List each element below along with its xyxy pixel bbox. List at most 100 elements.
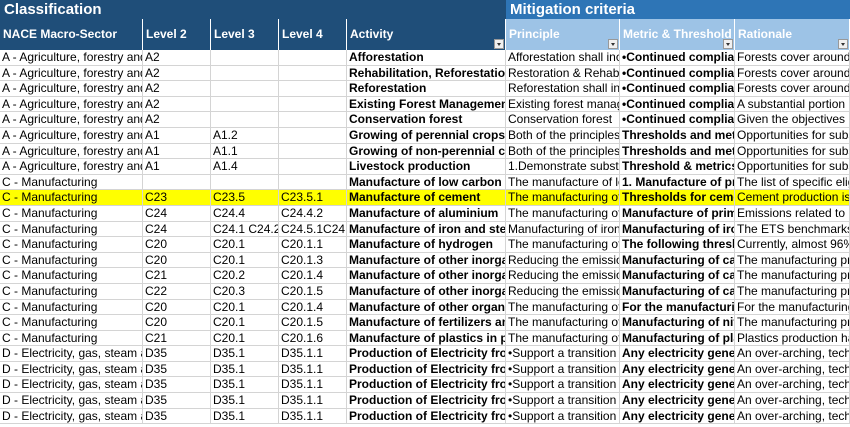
- cell-metric-threshold[interactable]: 1. Manufacture of products: [620, 174, 735, 191]
- cell-principle[interactable]: Manufacturing of iron: [506, 221, 620, 238]
- cell-rationale[interactable]: Forests cover around: [735, 50, 850, 66]
- cell-level-4[interactable]: C20.1.4: [279, 268, 347, 284]
- cell-level-2[interactable]: A2: [143, 65, 211, 82]
- cell-level-4[interactable]: [279, 127, 347, 144]
- cell-rationale[interactable]: The list of specific eligible: [735, 174, 850, 191]
- cell-principle[interactable]: Existing forest management: [506, 96, 620, 113]
- cell-principle[interactable]: The manufacture of low: [506, 174, 620, 191]
- cell-principle[interactable]: Reforestation shall increase: [506, 81, 620, 97]
- cell-principle[interactable]: The manufacturing of aluminium: [506, 205, 620, 222]
- cell-level-2[interactable]: D35: [143, 377, 211, 394]
- cell-rationale[interactable]: Cement production is: [735, 190, 850, 206]
- cell-level-3[interactable]: C24.4: [211, 205, 279, 222]
- filter-dropdown-icon[interactable]: [838, 39, 848, 49]
- cell-level-3[interactable]: [211, 65, 279, 82]
- cell-level-3[interactable]: C20.1: [211, 237, 279, 253]
- cell-level-4[interactable]: C20.1.1: [279, 237, 347, 253]
- cell-principle[interactable]: •Support a transition: [506, 361, 620, 378]
- cell-metric-threshold[interactable]: Manufacturing of carbon: [620, 283, 735, 300]
- cell-nace-macro-sector[interactable]: C - Manufacturing: [0, 330, 143, 347]
- cell-rationale[interactable]: For the manufacturing: [735, 299, 850, 316]
- cell-rationale[interactable]: An over-arching, technology: [735, 377, 850, 394]
- cell-nace-macro-sector[interactable]: A - Agriculture, forestry and fishing: [0, 127, 143, 144]
- cell-nace-macro-sector[interactable]: C - Manufacturing: [0, 237, 143, 253]
- cell-nace-macro-sector[interactable]: C - Manufacturing: [0, 283, 143, 300]
- cell-level-4[interactable]: C24.4.2: [279, 205, 347, 222]
- cell-activity[interactable]: Manufacture of other organic: [347, 299, 506, 316]
- cell-level-2[interactable]: C20: [143, 315, 211, 331]
- cell-activity[interactable]: Manufacture of cement: [347, 190, 506, 206]
- cell-activity[interactable]: Afforestation: [347, 50, 506, 66]
- column-header-level-3[interactable]: Level 3: [211, 19, 279, 50]
- cell-metric-threshold[interactable]: •Continued compliance: [620, 50, 735, 66]
- cell-rationale[interactable]: The manufacturing process: [735, 283, 850, 300]
- cell-rationale[interactable]: An over-arching, technology: [735, 346, 850, 362]
- cell-level-2[interactable]: A2: [143, 50, 211, 66]
- cell-activity[interactable]: Conservation forest: [347, 112, 506, 128]
- cell-level-4[interactable]: [279, 143, 347, 160]
- cell-nace-macro-sector[interactable]: C - Manufacturing: [0, 205, 143, 222]
- cell-level-3[interactable]: A1.1: [211, 143, 279, 160]
- cell-activity[interactable]: Growing of perennial crops: [347, 127, 506, 144]
- cell-level-3[interactable]: C24.1 C24.2: [211, 221, 279, 238]
- cell-level-2[interactable]: C20: [143, 252, 211, 269]
- cell-metric-threshold[interactable]: Thresholds and metrics: [620, 127, 735, 144]
- filter-dropdown-icon[interactable]: [494, 39, 504, 49]
- cell-level-3[interactable]: D35.1: [211, 361, 279, 378]
- column-header-rationale[interactable]: Rationale: [735, 19, 850, 50]
- cell-principle[interactable]: Reducing the emissions: [506, 283, 620, 300]
- cell-level-4[interactable]: [279, 159, 347, 175]
- cell-principle[interactable]: The manufacturing of plastics: [506, 330, 620, 347]
- cell-level-4[interactable]: D35.1.1: [279, 361, 347, 378]
- cell-metric-threshold[interactable]: Threshold & metrics: [620, 159, 735, 175]
- cell-nace-macro-sector[interactable]: C - Manufacturing: [0, 299, 143, 316]
- cell-level-2[interactable]: C21: [143, 330, 211, 347]
- cell-level-4[interactable]: C20.1.6: [279, 330, 347, 347]
- cell-rationale[interactable]: Forests cover around: [735, 65, 850, 82]
- cell-level-2[interactable]: C23: [143, 190, 211, 206]
- cell-level-2[interactable]: A2: [143, 96, 211, 113]
- cell-activity[interactable]: Manufacture of other inorganic: [347, 283, 506, 300]
- cell-metric-threshold[interactable]: Any electricity generation: [620, 346, 735, 362]
- cell-level-4[interactable]: [279, 96, 347, 113]
- group-header-classification[interactable]: Classification: [0, 0, 506, 19]
- cell-rationale[interactable]: The manufacturing process: [735, 268, 850, 284]
- cell-level-4[interactable]: C20.1.5: [279, 315, 347, 331]
- cell-metric-threshold[interactable]: Manufacturing of iron: [620, 221, 735, 238]
- cell-activity[interactable]: Livestock production: [347, 159, 506, 175]
- cell-level-3[interactable]: D35.1: [211, 408, 279, 425]
- cell-rationale[interactable]: Opportunities for substantial: [735, 143, 850, 160]
- cell-nace-macro-sector[interactable]: A - Agriculture, forestry and fishing: [0, 50, 143, 66]
- cell-level-3[interactable]: C23.5: [211, 190, 279, 206]
- cell-principle[interactable]: 1.Demonstrate substantial: [506, 159, 620, 175]
- cell-level-2[interactable]: C22: [143, 283, 211, 300]
- cell-principle[interactable]: •Support a transition: [506, 377, 620, 394]
- cell-principle[interactable]: Reducing the emissions: [506, 252, 620, 269]
- cell-activity[interactable]: Production of Electricity from: [347, 361, 506, 378]
- cell-level-2[interactable]: A1: [143, 127, 211, 144]
- cell-level-4[interactable]: D35.1.1: [279, 377, 347, 394]
- cell-rationale[interactable]: Forests cover around: [735, 81, 850, 97]
- cell-level-3[interactable]: D35.1: [211, 393, 279, 409]
- cell-activity[interactable]: Production of Electricity from: [347, 393, 506, 409]
- cell-metric-threshold[interactable]: Manufacturing of nitric: [620, 315, 735, 331]
- cell-activity[interactable]: Production of Electricity from: [347, 377, 506, 394]
- cell-level-3[interactable]: A1.4: [211, 159, 279, 175]
- column-header-principle[interactable]: Principle: [506, 19, 620, 50]
- cell-metric-threshold[interactable]: Manufacturing of carbon: [620, 252, 735, 269]
- cell-metric-threshold[interactable]: Manufacturing of carbon: [620, 268, 735, 284]
- cell-metric-threshold[interactable]: The following thresholds: [620, 237, 735, 253]
- cell-nace-macro-sector[interactable]: A - Agriculture, forestry and fishing: [0, 112, 143, 128]
- cell-level-2[interactable]: D35: [143, 393, 211, 409]
- cell-principle[interactable]: •Support a transition: [506, 408, 620, 425]
- cell-level-4[interactable]: D35.1.1: [279, 393, 347, 409]
- cell-metric-threshold[interactable]: •Continued compliance: [620, 81, 735, 97]
- group-header-mitigation[interactable]: Mitigation criteria: [506, 0, 850, 19]
- filter-dropdown-icon[interactable]: [608, 39, 618, 49]
- cell-metric-threshold[interactable]: Any electricity generation: [620, 377, 735, 394]
- cell-principle[interactable]: •Support a transition: [506, 346, 620, 362]
- filter-dropdown-icon[interactable]: [723, 39, 733, 49]
- cell-level-2[interactable]: A2: [143, 81, 211, 97]
- cell-activity[interactable]: Manufacture of other inorganic: [347, 252, 506, 269]
- cell-level-2[interactable]: C21: [143, 268, 211, 284]
